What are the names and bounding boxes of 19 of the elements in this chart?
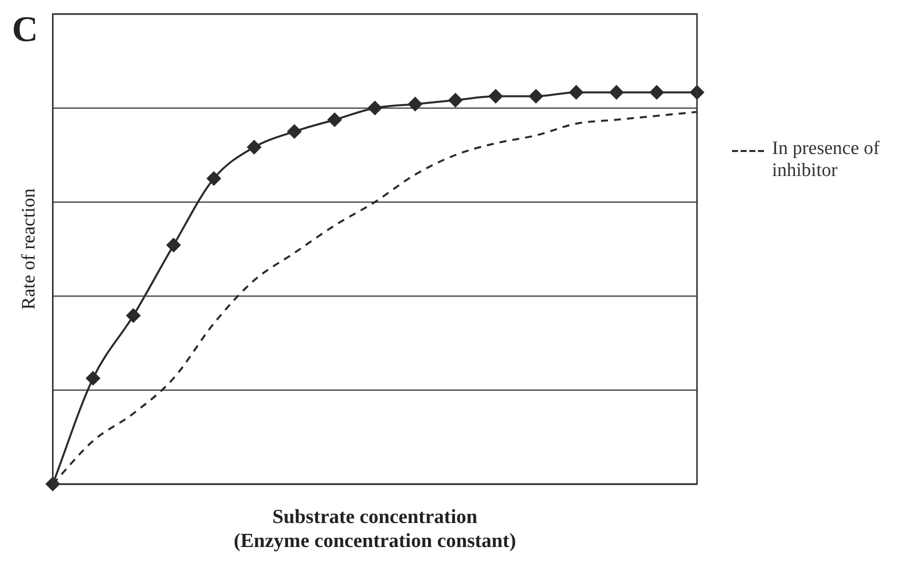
text: C: [12, 8, 38, 50]
y-axis-title: Rate of reaction: [18, 188, 40, 310]
point: [569, 85, 584, 100]
point: [126, 308, 140, 323]
x-axis-title: Substrate concentration (Enzyme concentration constant): [234, 506, 516, 552]
legend-label: In presence of inhibitor: [772, 138, 881, 182]
point: [328, 112, 342, 127]
point: [408, 97, 422, 112]
point: [528, 89, 543, 104]
point: [650, 85, 664, 100]
point: [488, 89, 503, 104]
point: [206, 172, 221, 186]
point: [166, 238, 181, 252]
point: [247, 140, 262, 154]
point: [368, 101, 382, 115]
point: [86, 371, 100, 386]
point: [448, 93, 462, 108]
point: [609, 85, 624, 100]
point: [287, 124, 302, 138]
